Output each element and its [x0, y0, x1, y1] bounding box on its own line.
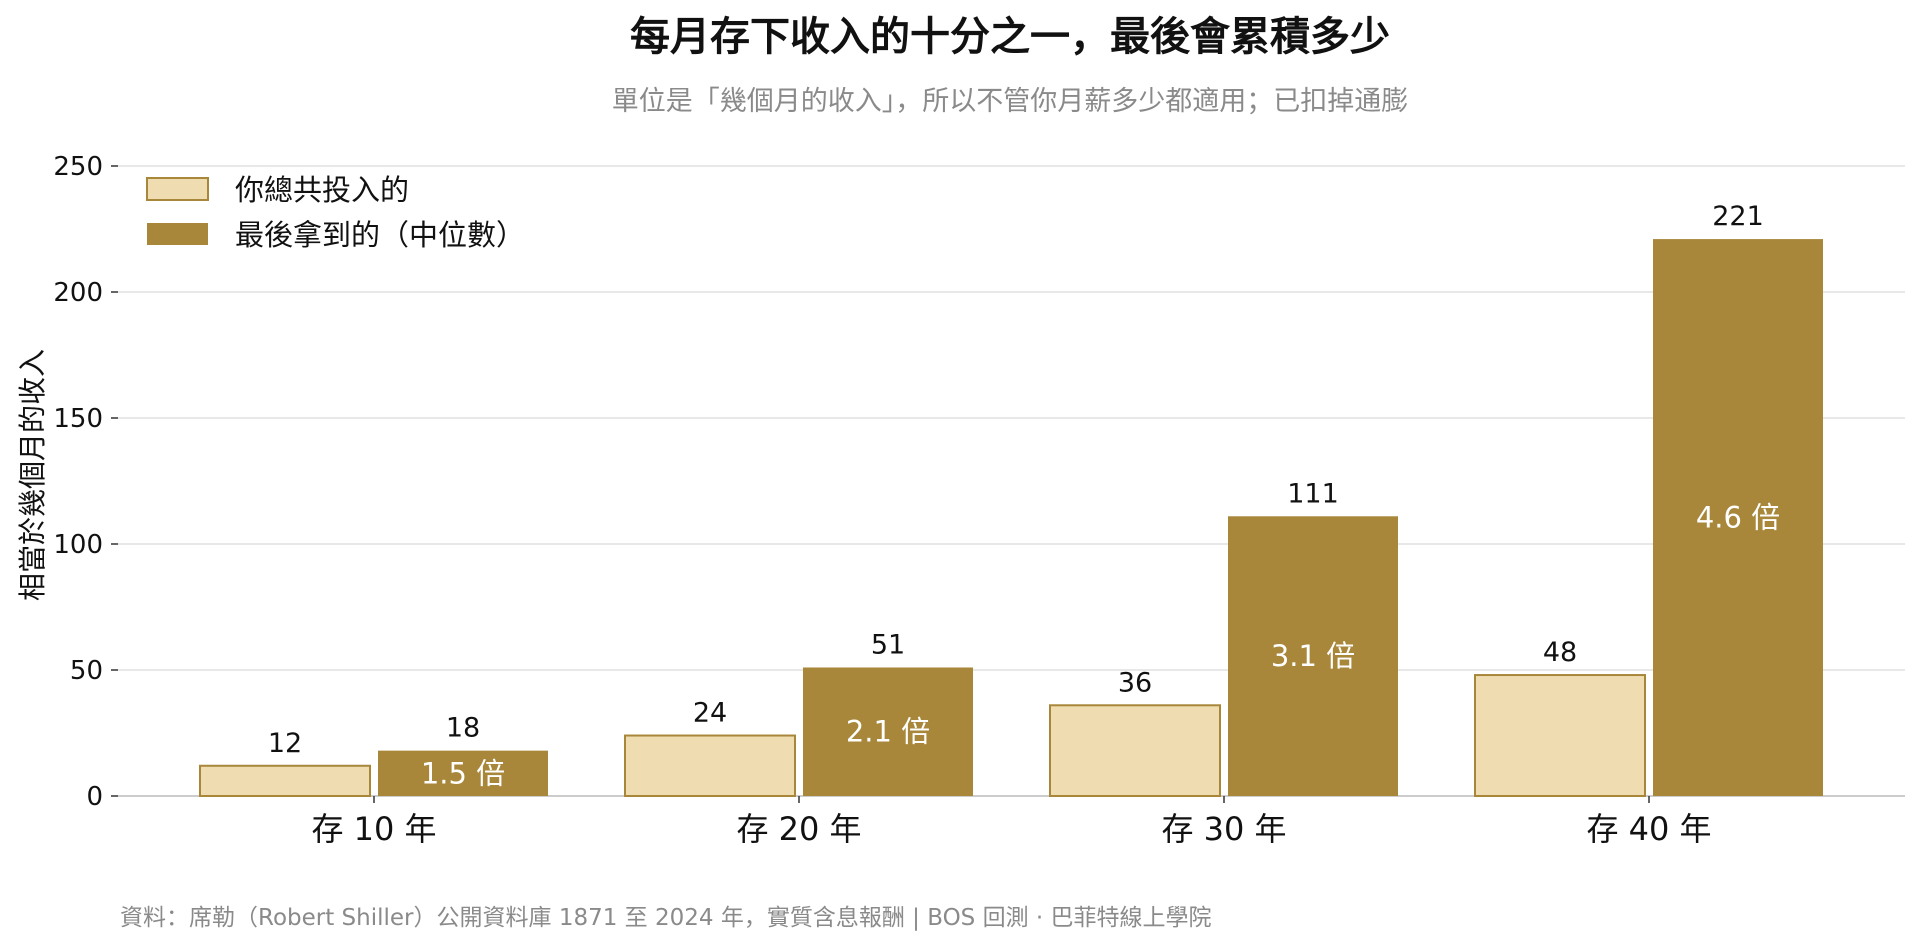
chart-title: 每月存下收入的十分之一，最後會累積多少: [630, 14, 1390, 60]
legend-label-received: 最後拿到的（中位數）: [235, 218, 525, 252]
bar-invested: [199, 764, 371, 798]
bar-received: [378, 750, 548, 796]
ratio-label: 1.5 倍: [421, 756, 505, 790]
bar-received: [1228, 516, 1398, 796]
x-tick-label: 存 40 年: [1586, 810, 1711, 848]
bars: 12 18 1.5 倍 24 51 2.1 倍 36 111 3.1 倍 48 221 4.6 倍: [199, 201, 1823, 798]
legend-swatch-received: [147, 223, 208, 245]
bar-invested: [1049, 704, 1221, 798]
bar-value-label: 24: [693, 698, 727, 729]
bar-received: [803, 667, 973, 796]
ratio-label: 4.6 倍: [1696, 501, 1780, 535]
bar-value-label: 36: [1118, 667, 1152, 698]
legend: 你總共投入的 最後拿到的（中位數）: [146, 173, 525, 252]
bar-received: [1653, 239, 1823, 796]
y-axis-label: 相當於幾個月的收入: [16, 349, 49, 601]
y-tick-label: 250: [53, 152, 103, 182]
ratio-label: 2.1 倍: [846, 715, 930, 749]
source-note: 資料：席勒（Robert Shiller）公開資料庫 1871 至 2024 年…: [120, 905, 1212, 931]
y-tick-label: 50: [70, 656, 103, 686]
bar-value-label: 12: [268, 728, 302, 759]
x-tick-label: 存 20 年: [736, 810, 861, 848]
bar-value-label: 48: [1543, 637, 1577, 668]
legend-label-invested: 你總共投入的: [235, 173, 409, 207]
y-tick-label: 100: [53, 530, 103, 560]
x-tick-label: 存 30 年: [1161, 810, 1286, 848]
y-tick-label: 200: [53, 278, 103, 308]
bar-invested: [1474, 674, 1646, 797]
bar-invested: [624, 734, 796, 798]
y-axis-ticks: 0 50 100 150 200 250: [53, 152, 118, 812]
x-tick-label: 存 10 年: [311, 810, 436, 848]
y-tick-label: 0: [86, 782, 103, 812]
bar-value-label: 51: [871, 629, 905, 660]
bar-value-label: 111: [1287, 478, 1339, 509]
legend-swatch-invested: [146, 177, 209, 201]
x-axis-ticks: 存 10 年 存 20 年 存 30 年 存 40 年: [311, 796, 1712, 848]
chart-subtitle: 單位是「幾個月的收入」，所以不管你月薪多少都適用；已扣掉通膨: [612, 86, 1409, 117]
bar-value-label: 18: [446, 713, 480, 744]
ratio-label: 3.1 倍: [1271, 639, 1355, 673]
bar-value-label: 221: [1712, 201, 1764, 232]
y-tick-label: 150: [53, 404, 103, 434]
